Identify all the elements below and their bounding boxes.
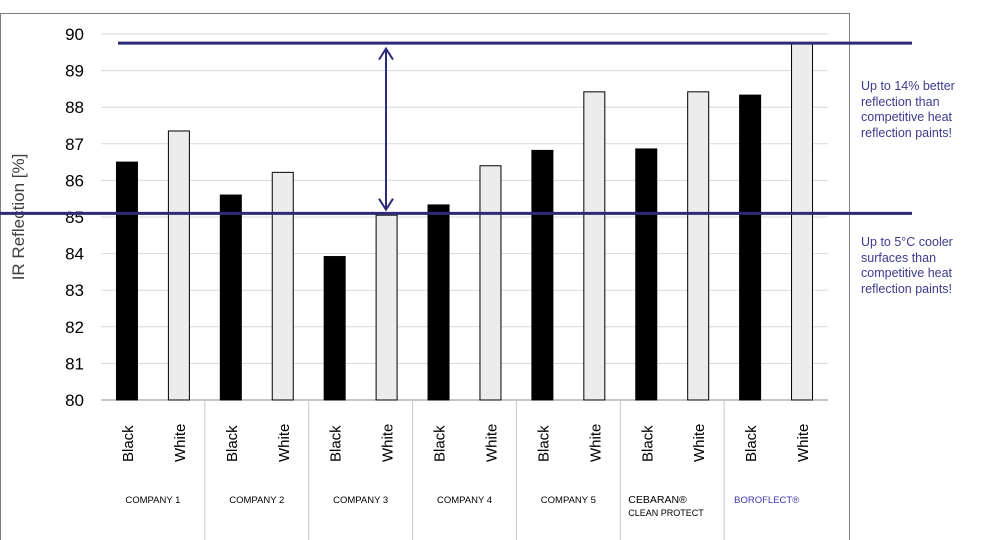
y-tick-label: 89: [65, 62, 84, 81]
x-subcategory-label: White: [795, 424, 812, 462]
chart-frame: [0, 13, 850, 540]
x-subcategory-label: White: [276, 424, 293, 462]
group-label: BOROFLECT®: [734, 495, 799, 506]
x-subcategory-label: Black: [639, 425, 656, 462]
bar-white: [375, 214, 398, 401]
bar-black: [739, 94, 762, 401]
bar-black: [427, 204, 450, 401]
callout-reflection: Up to 14% better reflection than competi…: [861, 79, 955, 140]
x-subcategory-label: White: [587, 424, 604, 462]
arrow-head-down: [378, 198, 394, 212]
group-label: COMPANY 4: [437, 495, 492, 506]
group-label: COMPANY 5: [541, 495, 596, 506]
y-tick-label: 87: [65, 135, 84, 154]
x-axis-labels: Black White COMPANY 1 Black White COMPANY 2 Bl…: [120, 400, 812, 540]
arrow-head-up: [378, 46, 394, 61]
grid-lines: [101, 33, 828, 401]
x-subcategory-label: Black: [224, 425, 241, 462]
y-tick-label: 82: [65, 318, 84, 337]
y-tick-label: 80: [65, 391, 84, 410]
y-axis-label: IR Reflection [%]: [9, 154, 28, 281]
bar-white: [167, 130, 190, 401]
group-label: CEBARAN®: [628, 494, 687, 506]
y-axis-ticks: 80 81 82 83 84 85 86 87 88 89 90: [65, 25, 84, 410]
x-subcategory-label: White: [380, 424, 397, 462]
callout-cooler-surfaces: Up to 5°C cooler surfaces than competiti…: [861, 235, 953, 296]
reference-lines: [0, 41, 912, 215]
x-subcategory-label: Black: [328, 425, 345, 462]
x-subcategory-label: White: [691, 424, 708, 462]
bar-black: [635, 148, 658, 401]
bar-black: [115, 161, 138, 401]
x-subcategory-label: Black: [535, 425, 552, 462]
bars: [115, 42, 814, 401]
bar-black: [219, 194, 242, 401]
x-subcategory-label: White: [483, 424, 500, 462]
y-tick-label: 86: [65, 171, 84, 190]
bar-black: [323, 256, 346, 401]
group-label: COMPANY 3: [333, 495, 388, 506]
x-subcategory-label: Black: [743, 425, 760, 462]
bar-white: [583, 91, 606, 401]
x-subcategory-label: Black: [432, 425, 449, 462]
bar-white: [271, 171, 294, 401]
y-tick-label: 81: [65, 354, 84, 373]
y-tick-label: 85: [65, 208, 84, 227]
y-tick-label: 84: [65, 245, 84, 264]
y-tick-label: 83: [65, 281, 84, 300]
bar-white: [687, 91, 710, 401]
group-label: COMPANY 2: [229, 495, 284, 506]
y-tick-label: 90: [65, 25, 84, 44]
bar-white: [479, 165, 502, 401]
bar-black: [531, 149, 554, 401]
bar-white: [791, 42, 814, 401]
group-label: COMPANY 1: [125, 495, 180, 506]
y-tick-label: 88: [65, 98, 84, 117]
x-subcategory-label: White: [172, 424, 189, 462]
x-subcategory-label: Black: [120, 425, 137, 462]
group-sublabel: CLEAN PROTECT: [628, 508, 704, 518]
